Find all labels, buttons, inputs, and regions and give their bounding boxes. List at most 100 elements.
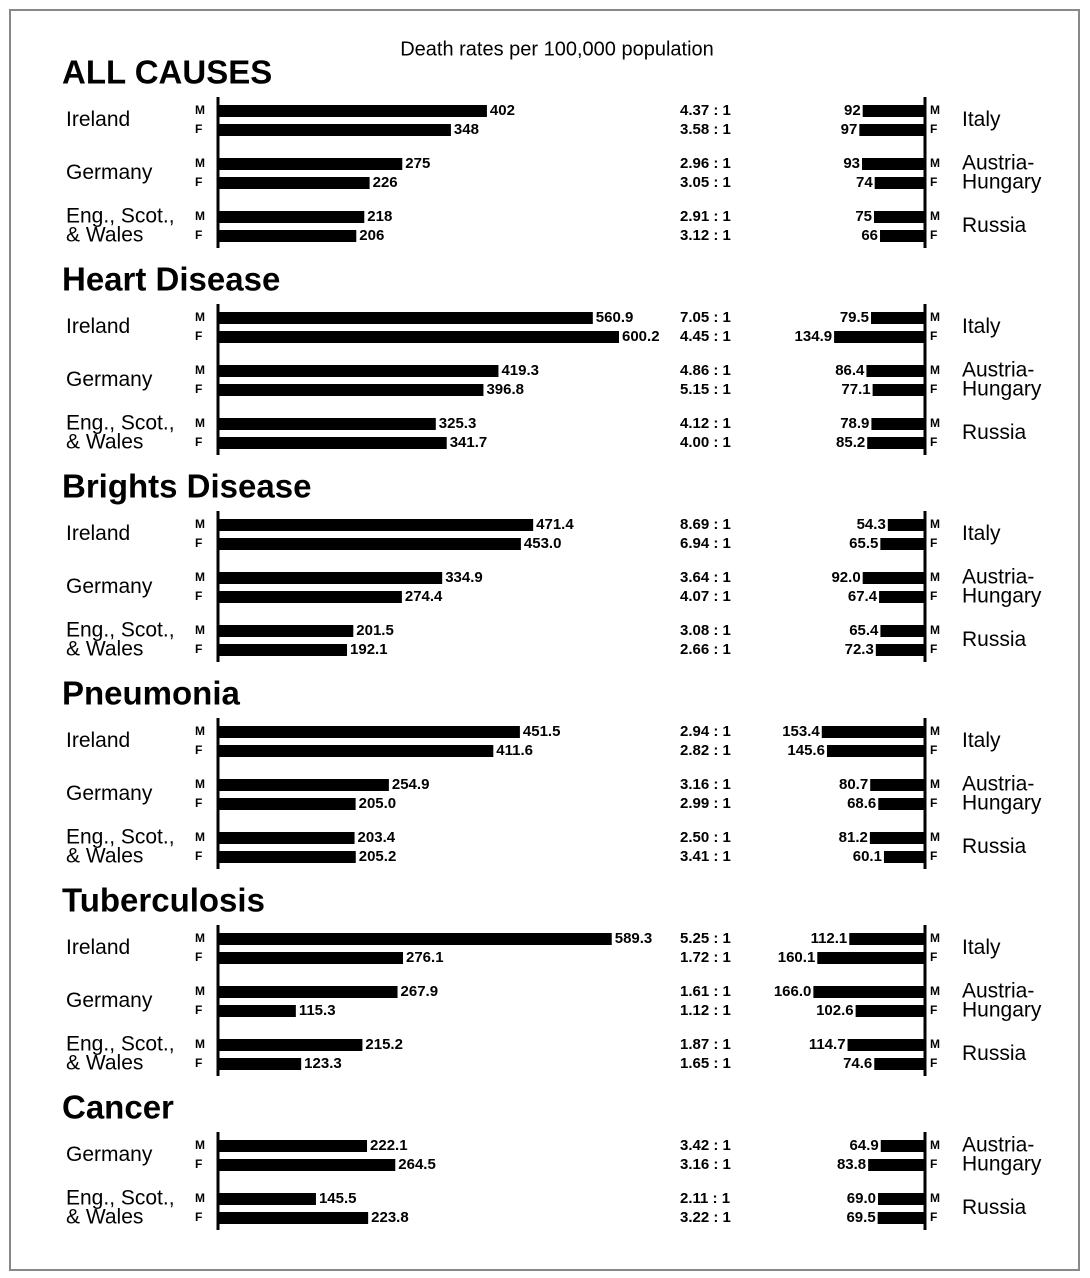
sex-label: M [930, 570, 940, 584]
sex-label: F [195, 1157, 202, 1171]
sex-label: M [195, 984, 205, 998]
ratio: 3.16 : 1 [680, 1156, 731, 1173]
bar [847, 1039, 924, 1051]
right-country: Hungary [962, 1153, 1042, 1176]
bar [219, 572, 443, 584]
bar [219, 1193, 316, 1205]
value-label: 114.7 [809, 1036, 846, 1053]
ratio: 5.25 : 1 [680, 930, 731, 947]
right-country: Austria- [962, 773, 1034, 796]
sex-label: M [930, 416, 940, 430]
left-country: Ireland [66, 522, 130, 545]
right-country: Russia [962, 628, 1027, 651]
value-label: 226 [373, 174, 398, 191]
value-label: 79.5 [840, 309, 869, 326]
bar [219, 625, 354, 637]
bar [879, 591, 924, 603]
bar [219, 726, 520, 738]
value-label: 93 [843, 155, 860, 172]
bar [219, 779, 389, 791]
value-label: 86.4 [835, 362, 865, 379]
value-label: 85.2 [836, 434, 865, 451]
bar [880, 230, 924, 242]
value-label: 65.5 [849, 535, 878, 552]
sex-label: F [195, 642, 202, 656]
left-country: Eng., Scot., [66, 826, 175, 849]
value-label: 411.6 [496, 742, 533, 759]
value-label: 80.7 [839, 776, 868, 793]
bar [826, 745, 924, 757]
bar [821, 726, 924, 738]
sex-label: M [195, 623, 205, 637]
sex-label: M [195, 1037, 205, 1051]
sex-label: M [930, 777, 940, 791]
sex-label: F [195, 743, 202, 757]
value-label: 589.3 [615, 930, 653, 947]
ratio: 8.69 : 1 [680, 516, 731, 533]
left-country: Germany [66, 782, 153, 805]
value-label: 560.9 [596, 309, 634, 326]
left-country: Ireland [66, 936, 130, 959]
ratio: 3.08 : 1 [680, 622, 731, 639]
bar [878, 798, 924, 810]
value-label: 145.6 [787, 742, 825, 759]
bar [869, 832, 924, 844]
sex-label: F [930, 796, 937, 810]
sex-label: M [195, 570, 205, 584]
value-label: 254.9 [392, 776, 430, 793]
sex-label: M [195, 103, 205, 117]
value-label: 419.3 [501, 362, 539, 379]
sex-label: M [195, 724, 205, 738]
left-country: Germany [66, 368, 153, 391]
bar [219, 1039, 363, 1051]
bar [834, 331, 924, 343]
value-label: 205.2 [359, 848, 397, 865]
right-country: Italy [962, 522, 1001, 545]
bar [219, 384, 484, 396]
value-label: 402 [490, 102, 515, 119]
left-country: & Wales [66, 1052, 143, 1075]
sex-label: M [930, 830, 940, 844]
value-label: 276.1 [406, 949, 444, 966]
value-label: 222.1 [370, 1137, 408, 1154]
sex-label: M [930, 623, 940, 637]
bar [874, 1058, 924, 1070]
left-country: Ireland [66, 108, 130, 131]
sex-label: M [195, 416, 205, 430]
right-country: Hungary [962, 378, 1042, 401]
bar [817, 952, 924, 964]
ratio: 3.41 : 1 [680, 848, 731, 865]
bar [219, 1159, 396, 1171]
sex-label: F [195, 435, 202, 449]
right-country: Italy [962, 936, 1001, 959]
bar [813, 986, 924, 998]
sex-label: M [930, 156, 940, 170]
value-label: 75 [855, 208, 872, 225]
value-label: 74.6 [843, 1055, 872, 1072]
bar [862, 105, 924, 117]
value-label: 123.3 [304, 1055, 342, 1072]
bar [878, 1193, 924, 1205]
value-label: 192.1 [350, 641, 388, 658]
value-label: 275 [405, 155, 430, 172]
bar [855, 1005, 924, 1017]
sex-label: F [195, 1210, 202, 1224]
right-country: Hungary [962, 171, 1042, 194]
value-label: 92 [844, 102, 861, 119]
bar [862, 572, 924, 584]
panel-title: Heart Disease [62, 261, 280, 298]
value-label: 267.9 [401, 983, 439, 1000]
sex-label: M [195, 777, 205, 791]
sex-label: F [195, 1003, 202, 1017]
sex-label: F [930, 1003, 937, 1017]
value-label: 203.4 [358, 829, 396, 846]
value-label: 215.2 [365, 1036, 403, 1053]
bar [219, 124, 451, 136]
bar [219, 644, 348, 656]
value-label: 81.2 [839, 829, 868, 846]
right-country: Austria- [962, 980, 1034, 1003]
value-label: 223.8 [371, 1209, 409, 1226]
bar [872, 384, 924, 396]
sex-label: F [930, 950, 937, 964]
